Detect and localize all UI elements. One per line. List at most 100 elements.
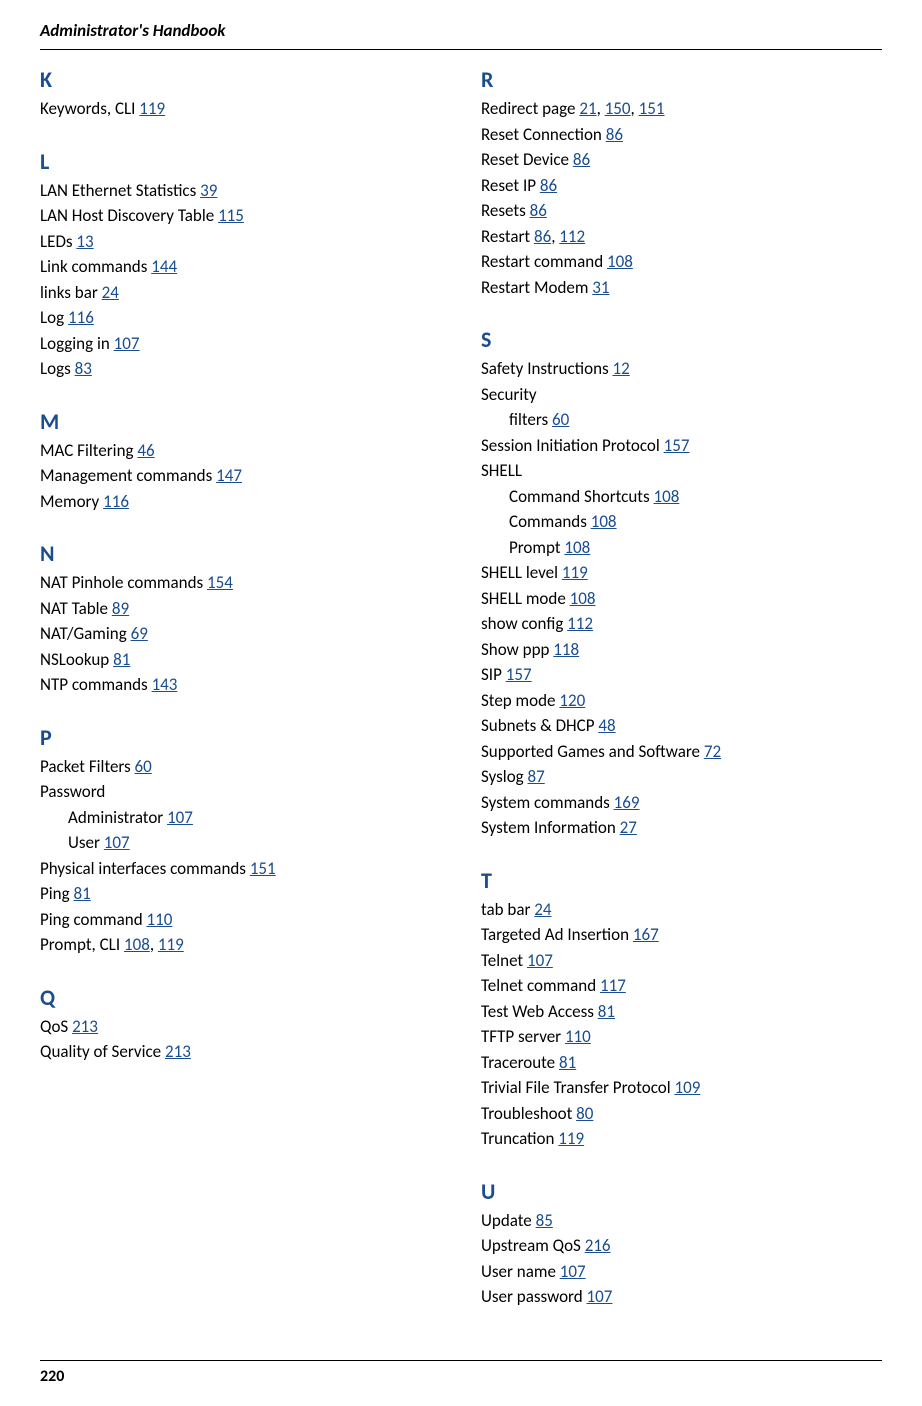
page-link[interactable]: 83 — [75, 358, 92, 379]
index-entry: QoS 213 — [40, 1014, 441, 1040]
page-link[interactable]: 31 — [592, 277, 609, 298]
page-link[interactable]: 107 — [104, 832, 130, 853]
index-subentry: Command Shortcuts 108 — [481, 484, 882, 510]
index-section: KKeywords, CLI 119 — [40, 66, 441, 122]
page-link[interactable]: 108 — [607, 251, 633, 272]
page-link[interactable]: 151 — [639, 98, 665, 119]
page-link[interactable]: 107 — [587, 1286, 613, 1307]
page-link[interactable]: 108 — [570, 588, 596, 609]
page-link[interactable]: 13 — [76, 231, 93, 252]
page-link[interactable]: 118 — [553, 639, 579, 660]
page-link[interactable]: 154 — [207, 572, 233, 593]
page-link[interactable]: 150 — [605, 98, 631, 119]
page-number: 220 — [40, 1367, 882, 1386]
page-link[interactable]: 72 — [704, 741, 721, 762]
index-section: RRedirect page 21, 150, 151Reset Connect… — [481, 66, 882, 300]
page-link[interactable]: 86 — [540, 175, 557, 196]
page-link[interactable]: 48 — [598, 715, 615, 736]
page-link[interactable]: 108 — [653, 486, 679, 507]
index-entry: show config 112 — [481, 611, 882, 637]
page-link[interactable]: 86 — [530, 200, 547, 221]
index-entry: TFTP server 110 — [481, 1024, 882, 1050]
page-link[interactable]: 216 — [585, 1235, 611, 1256]
index-entry: Ping 81 — [40, 881, 441, 907]
page-link[interactable]: 27 — [620, 817, 637, 838]
page-link[interactable]: 157 — [664, 435, 690, 456]
page-link[interactable]: 119 — [562, 562, 588, 583]
index-entry: Log 116 — [40, 305, 441, 331]
page-link[interactable]: 112 — [567, 613, 593, 634]
page-link[interactable]: 119 — [158, 934, 184, 955]
page-link[interactable]: 119 — [558, 1128, 584, 1149]
page-link[interactable]: 144 — [151, 256, 177, 277]
index-entry: Update 85 — [481, 1208, 882, 1234]
page-link[interactable]: 87 — [528, 766, 545, 787]
page-link[interactable]: 81 — [598, 1001, 615, 1022]
page-link[interactable]: 86 — [606, 124, 623, 145]
page-link[interactable]: 108 — [564, 537, 590, 558]
page-link[interactable]: 24 — [102, 282, 119, 303]
page-link[interactable]: 167 — [633, 924, 659, 945]
index-section: PPacket Filters 60PasswordAdministrator … — [40, 724, 441, 958]
page-link[interactable]: 112 — [559, 226, 585, 247]
page-link[interactable]: 169 — [614, 792, 640, 813]
index-entry: Prompt, CLI 108, 119 — [40, 932, 441, 958]
page-link[interactable]: 39 — [200, 180, 217, 201]
page-link[interactable]: 86 — [573, 149, 590, 170]
page-link[interactable]: 46 — [137, 440, 154, 461]
page-link[interactable]: 147 — [216, 465, 242, 486]
page-link[interactable]: 116 — [103, 491, 129, 512]
page-link[interactable]: 107 — [114, 333, 140, 354]
index-entry: Trivial File Transfer Protocol 109 — [481, 1075, 882, 1101]
index-entry: Logs 83 — [40, 356, 441, 382]
page-link[interactable]: 107 — [560, 1261, 586, 1282]
section-letter: T — [481, 867, 882, 894]
index-entry: tab bar 24 — [481, 897, 882, 923]
page-link[interactable]: 143 — [152, 674, 178, 695]
page-link[interactable]: 157 — [506, 664, 532, 685]
page-link[interactable]: 151 — [250, 858, 276, 879]
index-entry: NAT Table 89 — [40, 596, 441, 622]
index-entry: User name 107 — [481, 1259, 882, 1285]
page-link[interactable]: 108 — [591, 511, 617, 532]
page-link[interactable]: 12 — [613, 358, 630, 379]
page-link[interactable]: 80 — [576, 1103, 593, 1124]
page-link[interactable]: 213 — [165, 1041, 191, 1062]
page-link[interactable]: 60 — [135, 756, 152, 777]
page-link[interactable]: 110 — [565, 1026, 591, 1047]
page-link[interactable]: 89 — [112, 598, 129, 619]
page-link[interactable]: 86 — [534, 226, 551, 247]
page-link[interactable]: 115 — [218, 205, 244, 226]
index-entry: Link commands 144 — [40, 254, 441, 280]
page-link[interactable]: 85 — [536, 1210, 553, 1231]
page-link[interactable]: 120 — [559, 690, 585, 711]
index-entry: Keywords, CLI 119 — [40, 96, 441, 122]
index-entry: Syslog 87 — [481, 764, 882, 790]
page-link[interactable]: 81 — [73, 883, 90, 904]
page-link[interactable]: 24 — [534, 899, 551, 920]
page-link[interactable]: 69 — [131, 623, 148, 644]
section-letter: P — [40, 724, 441, 751]
page-link[interactable]: 81 — [559, 1052, 576, 1073]
index-entry: SHELL mode 108 — [481, 586, 882, 612]
index-entry: Step mode 120 — [481, 688, 882, 714]
index-entry-label: Security — [481, 382, 882, 408]
page-link[interactable]: 116 — [68, 307, 94, 328]
page-link[interactable]: 213 — [72, 1016, 98, 1037]
page-link[interactable]: 81 — [113, 649, 130, 670]
page-link[interactable]: 119 — [139, 98, 165, 119]
index-subentry: User 107 — [40, 830, 441, 856]
page-link[interactable]: 109 — [674, 1077, 700, 1098]
page-link[interactable]: 60 — [552, 409, 569, 430]
index-entry: Safety Instructions 12 — [481, 356, 882, 382]
page-link[interactable]: 107 — [167, 807, 193, 828]
page-link[interactable]: 110 — [146, 909, 172, 930]
page-link[interactable]: 117 — [600, 975, 626, 996]
index-entry: Traceroute 81 — [481, 1050, 882, 1076]
page-link[interactable]: 21 — [579, 98, 596, 119]
index-entry: NAT/Gaming 69 — [40, 621, 441, 647]
page-link[interactable]: 108 — [124, 934, 150, 955]
index-entry: Restart Modem 31 — [481, 275, 882, 301]
index-subentry: Prompt 108 — [481, 535, 882, 561]
page-link[interactable]: 107 — [527, 950, 553, 971]
